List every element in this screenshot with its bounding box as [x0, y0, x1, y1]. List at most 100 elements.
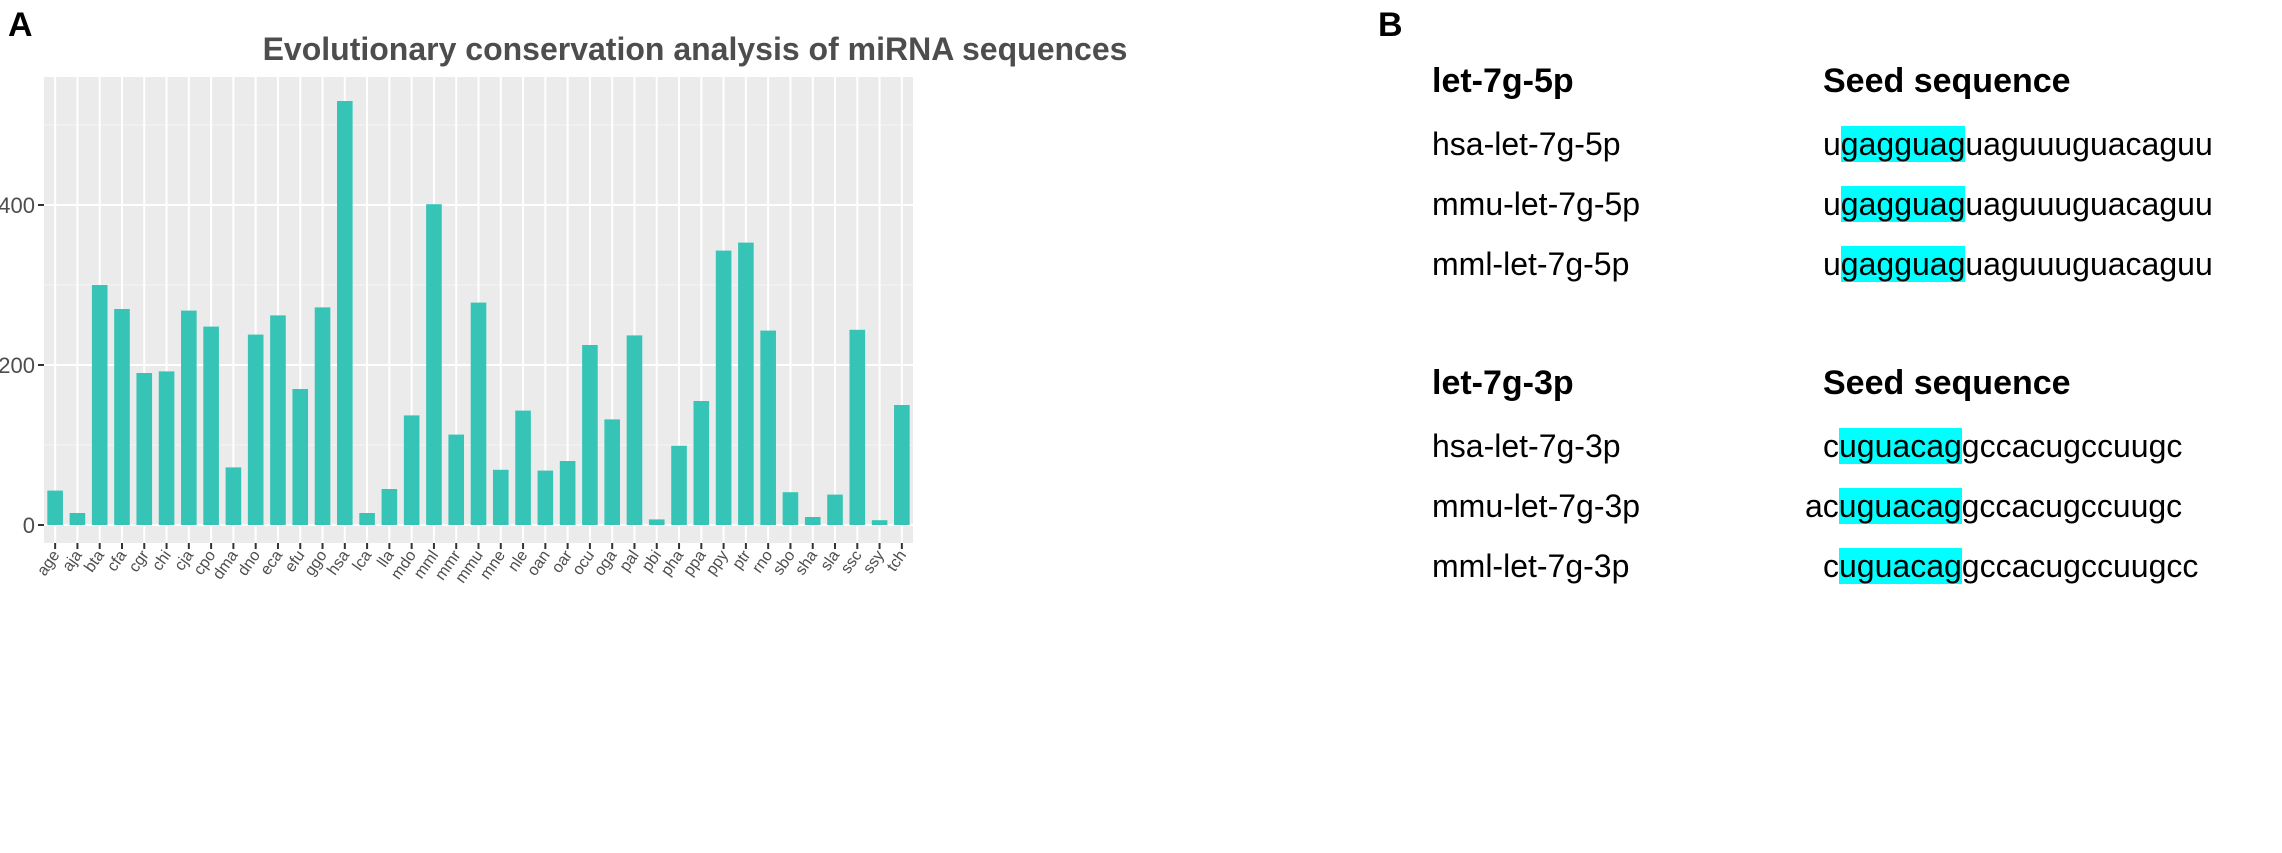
seq-suffix: uaguuuguacaguu [1965, 126, 2213, 162]
x-tick-label: cfa [104, 547, 130, 574]
seed-highlight: uguacag [1839, 548, 1962, 584]
seq-prefix: u [1823, 246, 1841, 282]
bar-mne [492, 469, 509, 525]
seed-header-5p: Seed sequence [1823, 62, 2071, 100]
x-tick-label: bta [81, 547, 108, 575]
seq-suffix: uaguuuguacaguu [1965, 246, 2213, 282]
bar-lca [359, 513, 375, 525]
bar-mdo [403, 415, 420, 525]
bar-age [47, 490, 63, 525]
x-tick-label: chi [149, 548, 175, 575]
bar-lla [381, 489, 398, 525]
bar-dma [225, 467, 242, 525]
bar-chart: Evolutionary conservation analysis of mi… [0, 31, 1128, 586]
x-tick-label: ppa [680, 547, 709, 579]
x-tick-label: pal [617, 548, 643, 575]
seed-highlight: uguacag [1838, 488, 1962, 524]
x-tick-label: ggo [302, 547, 331, 579]
mirna-name: mmu-let-7g-5p [1432, 186, 1641, 222]
bar-oan [537, 470, 554, 525]
x-tick-label: ppy [703, 548, 732, 579]
x-tick-label: cgr [126, 547, 153, 576]
x-tick-label: oan [524, 548, 553, 580]
sequence-row: hsa-let-7g-5p ugagguaguaguuuguacaguu [1380, 116, 2280, 176]
seed-highlight: gagguag [1840, 246, 1966, 282]
bar-cja [181, 310, 197, 525]
group-title-3p: let-7g-3p [1432, 364, 1574, 402]
sequence: ugagguaguaguuuguacaguu [1823, 246, 2213, 283]
x-tick-label: aja [60, 547, 86, 574]
bar-mmr [448, 434, 465, 525]
y-tick-label: 400 [0, 193, 35, 218]
y-tick-label: 0 [23, 513, 35, 538]
seq-prefix: u [1823, 126, 1841, 162]
bar-bta [91, 285, 108, 525]
group-title-5p: let-7g-5p [1432, 62, 1574, 100]
sequence: ugagguaguaguuuguacaguu [1823, 186, 2213, 223]
seq-suffix: gccacugccuugc [1961, 488, 2183, 524]
x-tick-label: tch [884, 548, 910, 575]
panel-a-label: A [8, 6, 33, 44]
mirna-name: hsa-let-7g-5p [1432, 126, 1621, 162]
y-tick-label: 200 [0, 353, 35, 378]
bar-tch [894, 405, 910, 525]
bar-sla [827, 494, 843, 525]
bar-sha [804, 517, 821, 525]
bar-ppy [715, 250, 732, 525]
seq-suffix: gccacugccuugcc [1961, 548, 2199, 584]
seed-highlight: gagguag [1840, 186, 1966, 222]
mirna-name: mml-let-7g-5p [1432, 246, 1630, 282]
sequence: cuguacaggccacugccuugc [1823, 428, 2182, 465]
bar-eca [270, 315, 286, 525]
seq-prefix: ac [1805, 488, 1839, 524]
bar-mml [426, 204, 442, 525]
bar-pbi [648, 519, 665, 525]
sequence-row: mmu-let-7g-5p ugagguaguaguuuguacaguu [1380, 176, 2280, 236]
x-tick-label: age [34, 547, 63, 579]
seq-prefix: c [1823, 428, 1839, 464]
bar-rno [760, 330, 776, 525]
panel-b-label: B [1378, 6, 1403, 44]
mirna-name: hsa-let-7g-3p [1432, 428, 1621, 464]
x-tick-label: pha [658, 547, 687, 579]
x-tick-label: oga [591, 547, 620, 579]
x-tick-label: sla [818, 547, 844, 574]
bar-ptr [738, 242, 754, 525]
sequence-row: hsa-let-7g-3p cuguacaggccacugccuugc [1380, 418, 2280, 478]
bar-chi [158, 371, 175, 525]
seed-header-3p: Seed sequence [1823, 364, 2071, 402]
sequence: acuguacaggccacugccuugc [1805, 488, 2182, 525]
bar-ssy [871, 520, 888, 525]
bar-efu [292, 389, 309, 525]
bar-oar [559, 461, 576, 525]
bar-cgr [136, 373, 153, 525]
bar-ppa [693, 401, 710, 525]
bar-ocu [582, 345, 598, 525]
sequence-row: mml-let-7g-5p ugagguaguaguuuguacaguu [1380, 236, 2280, 296]
bar-pal [626, 335, 643, 525]
chart-title: Evolutionary conservation analysis of mi… [263, 31, 1128, 67]
seq-suffix: uaguuuguacaguu [1965, 186, 2213, 222]
bar-ssc [849, 329, 866, 525]
mirna-name: mml-let-7g-3p [1432, 548, 1630, 584]
seed-highlight: uguacag [1839, 428, 1962, 464]
bar-mmu [470, 302, 487, 525]
sequence-row: mmu-let-7g-3p acuguacaggccacugccuugc [1380, 478, 2280, 538]
x-tick-label: ocu [569, 548, 598, 579]
bar-ggo [314, 307, 331, 525]
bar-nle [515, 410, 531, 525]
seq-suffix: gccacugccuugc [1961, 428, 2183, 464]
mirna-name: mmu-let-7g-3p [1432, 488, 1641, 524]
sequence: cuguacaggccacugccuugcc [1823, 548, 2198, 585]
bar-sbo [782, 492, 799, 525]
x-tick-label: ssc [838, 548, 866, 577]
seq-prefix: c [1823, 548, 1839, 584]
bar-oga [604, 419, 620, 525]
bar-cpo [203, 326, 219, 525]
bar-hsa [337, 101, 353, 525]
x-tick-label: lca [350, 547, 376, 574]
bar-pha [671, 445, 687, 525]
x-tick-label: oar [549, 547, 577, 576]
x-tick-label: sha [792, 547, 821, 578]
x-tick-label: ssy [860, 548, 888, 577]
